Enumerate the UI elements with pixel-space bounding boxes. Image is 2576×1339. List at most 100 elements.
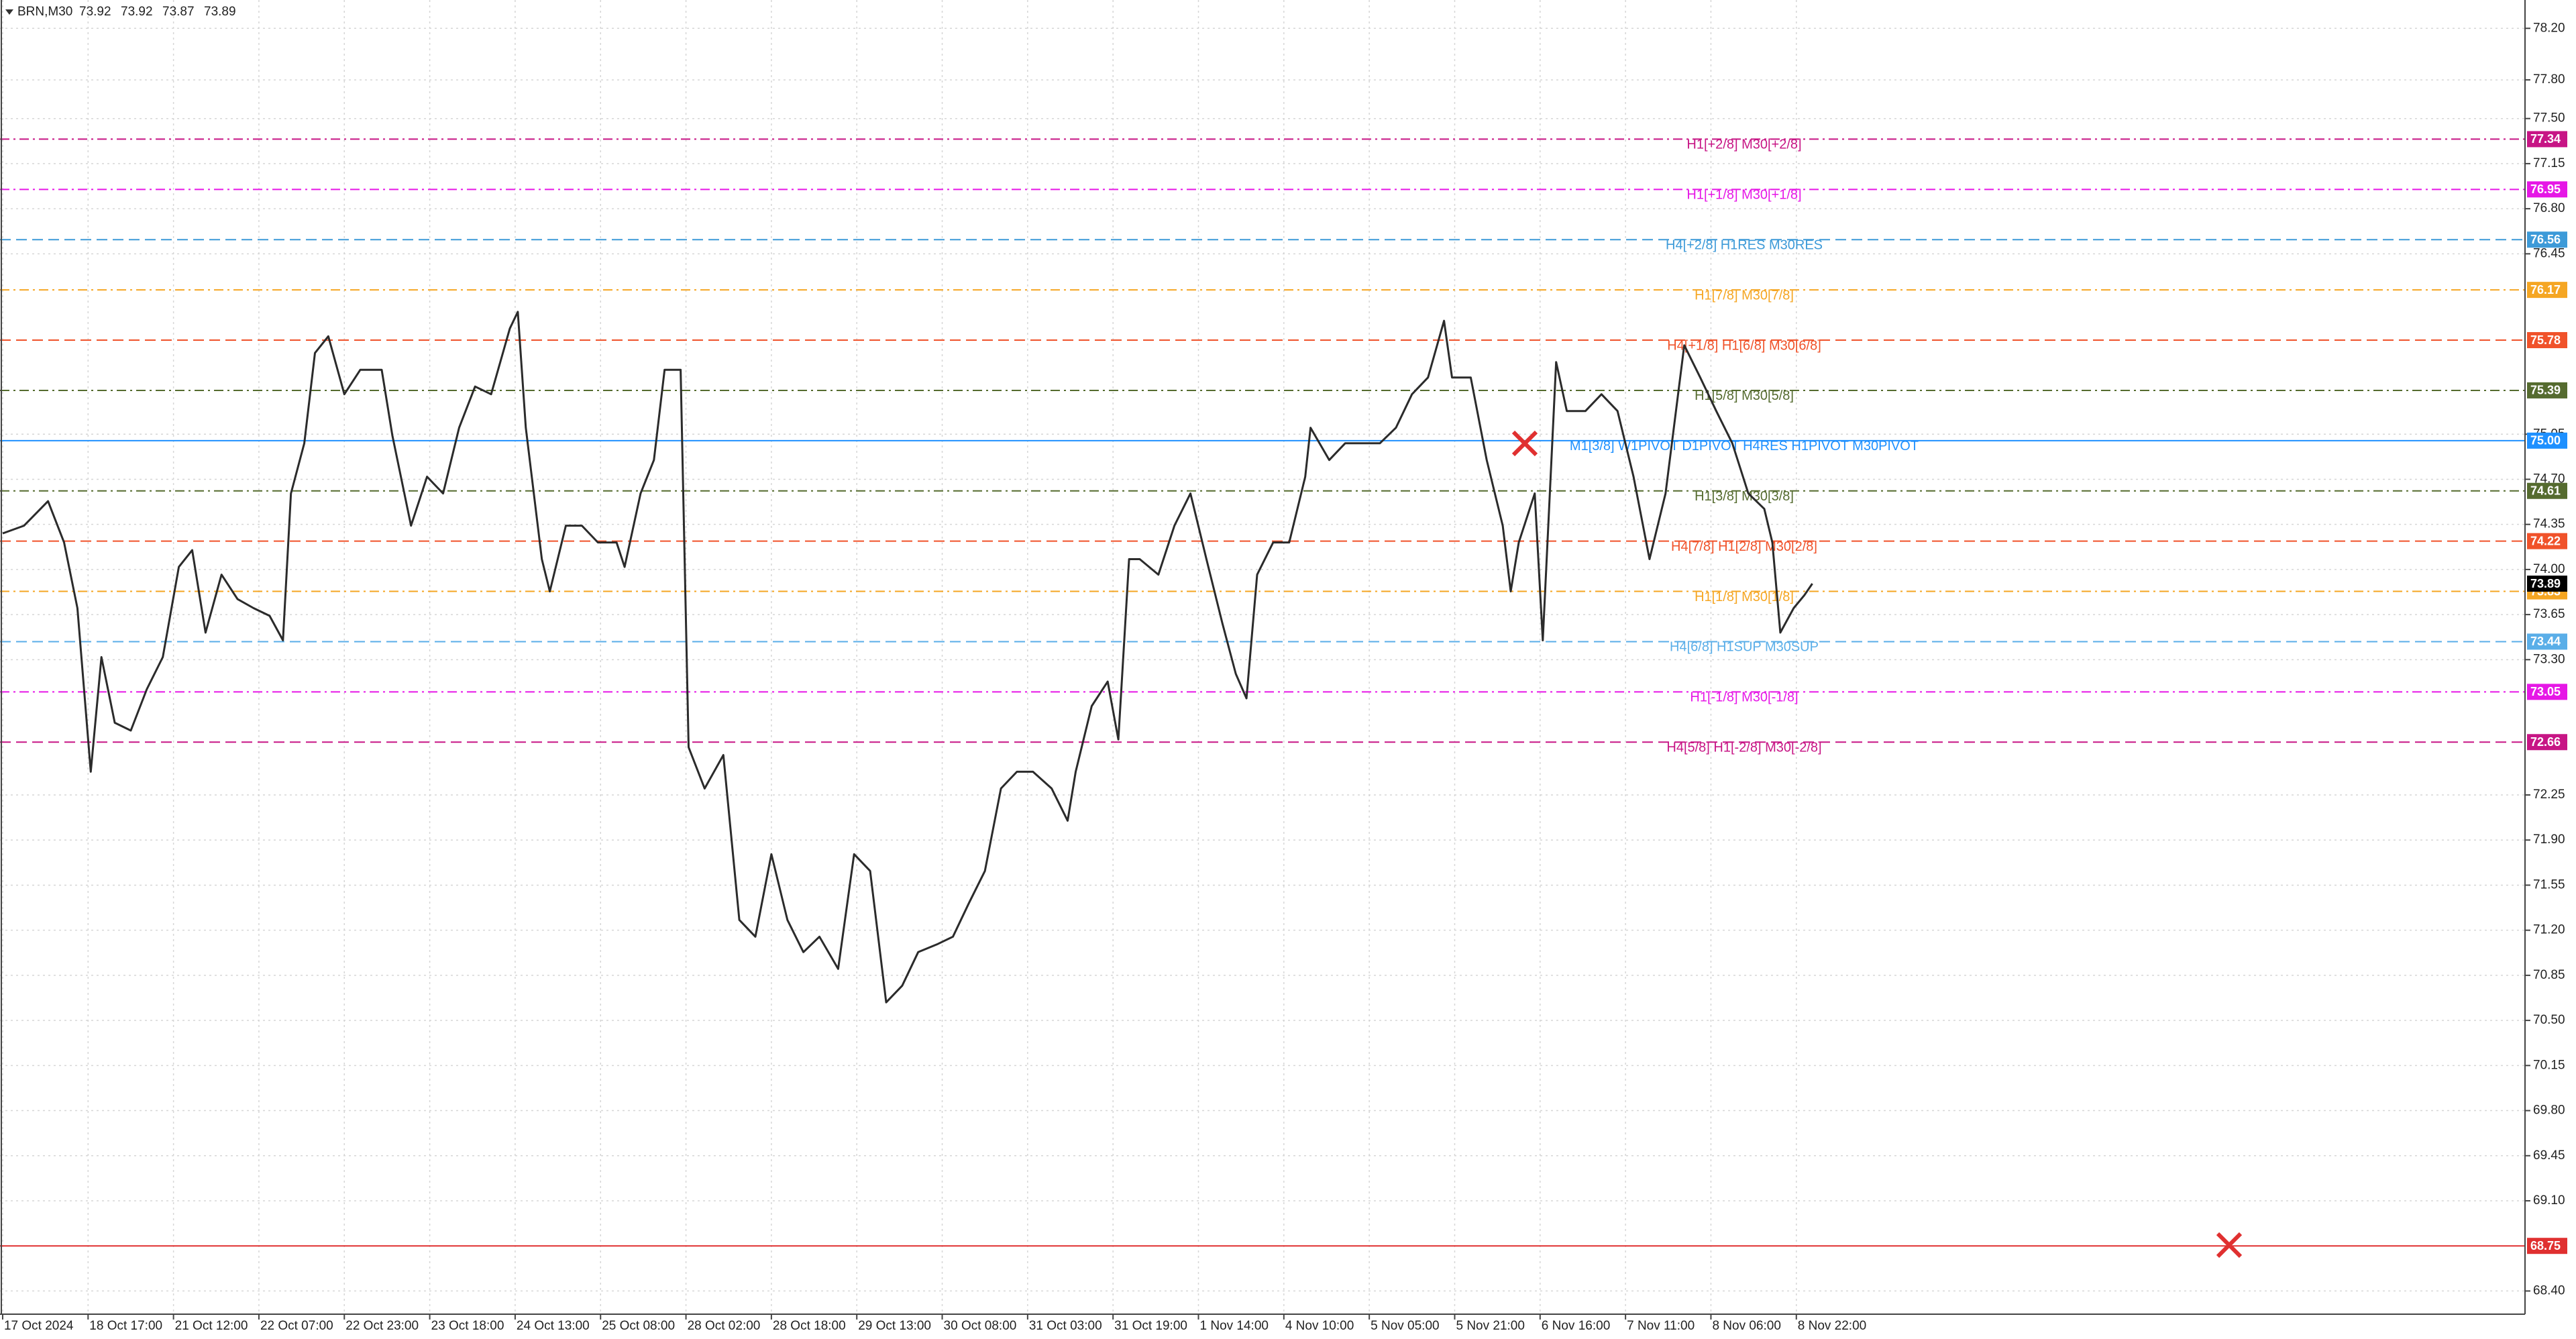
x-tick-label: 8 Nov 22:00 (1798, 1319, 1866, 1333)
x-tick-label: 28 Oct 02:00 (688, 1319, 761, 1333)
level-badge (2527, 131, 2567, 148)
x-tick-label: 5 Nov 05:00 (1371, 1319, 1439, 1333)
level-badge (2527, 633, 2567, 650)
y-tick-label: 71.20 (2533, 923, 2565, 937)
cross-marker (1511, 430, 1538, 457)
level-label: M1[3/8] W1PIVOT D1PIVOT H4RES H1PIVOT M3… (1570, 439, 1919, 453)
level-badge-label: 68.75 (2530, 1239, 2561, 1252)
level-label: H4[+1/8] H1[6/8] M30[6/8] (1667, 338, 1821, 353)
level-badge-label: 76.17 (2530, 283, 2561, 297)
price (2, 311, 1813, 1004)
level-badge-label: 76.95 (2530, 182, 2561, 196)
x-tick-label: 6 Nov 16:00 (1542, 1319, 1610, 1333)
level-badge-label: 74.22 (2530, 534, 2561, 547)
quote-close: 73.89 (204, 5, 236, 19)
x-tick-label: 5 Nov 21:00 (1456, 1319, 1524, 1333)
y-tick-label: 71.55 (2533, 877, 2565, 892)
y-tick-label: 73.30 (2533, 652, 2565, 666)
header-arrow (5, 9, 13, 15)
x-tick-label: 1 Nov 14:00 (1200, 1319, 1269, 1333)
level-badge (2527, 533, 2567, 549)
x-tick-label: 29 Oct 13:00 (858, 1319, 931, 1333)
level-badge-label: 75.39 (2530, 384, 2561, 397)
level-badge (2527, 734, 2567, 751)
level-badge-label: 73.44 (2530, 635, 2561, 648)
y-tick-label: 78.20 (2533, 21, 2565, 35)
y-tick-label: 69.80 (2533, 1104, 2565, 1118)
level-badge (2527, 432, 2567, 449)
y-tick-label: 77.50 (2533, 111, 2565, 125)
x-tick-label: 18 Oct 17:00 (89, 1319, 162, 1333)
level-label: H1[5/8] M30[5/8] (1695, 388, 1794, 403)
price-badge (2527, 576, 2567, 592)
level-badge (2527, 231, 2567, 248)
level-badge-label: 73.05 (2530, 685, 2561, 698)
level-badge (2527, 181, 2567, 198)
levels: H1[+2/8] M30[+2/8] H1[+1/8] M30[+1/8] H4[+… (0, 138, 2525, 1247)
price-badge-label: 73.89 (2530, 577, 2561, 590)
quote-low: 73.87 (162, 5, 195, 19)
y-tick-label: 70.50 (2533, 1013, 2565, 1027)
level-label: H1[7/8] M30[7/8] (1695, 288, 1794, 303)
cross-marker (2216, 1232, 2243, 1258)
x-tick-label: 22 Oct 07:00 (260, 1319, 333, 1333)
x-tick-label: 28 Oct 18:00 (773, 1319, 846, 1333)
level-label: H1[1/8] M30[1/8] (1695, 590, 1794, 604)
level-label: H1[+2/8] M30[+2/8] (1686, 138, 1801, 152)
x-tick-label: 31 Oct 19:00 (1114, 1319, 1187, 1333)
axes: 78.2077.8077.5077.1576.8076.4575.0574.70… (1, 21, 2567, 1333)
y-tick-label: 68.40 (2533, 1283, 2565, 1297)
level-badge (2527, 282, 2567, 299)
x-tick-label: 22 Oct 23:00 (345, 1319, 419, 1333)
x-tick-label: 23 Oct 18:00 (431, 1319, 504, 1333)
x-tick-label: 25 Oct 08:00 (602, 1319, 675, 1333)
y-tick-label: 74.70 (2533, 472, 2565, 486)
level-label: H4[+2/8] H1RES M30RES (1666, 238, 1823, 253)
y-tick-label: 69.10 (2533, 1193, 2565, 1208)
x-tick-label: 31 Oct 03:00 (1029, 1319, 1102, 1333)
y-tick-label: 70.85 (2533, 968, 2565, 982)
level-label: H4[7/8] H1[2/8] M30[2/8] (1671, 539, 1817, 554)
level-label: H4[5/8] H1[-2/8] M30[-2/8] (1666, 741, 1821, 755)
symbol: BRN,M30 (17, 5, 72, 19)
x-tick-label: 7 Nov 11:00 (1627, 1319, 1695, 1333)
x-tick-label: 21 Oct 12:00 (175, 1319, 248, 1333)
x-tick-label: 24 Oct 13:00 (517, 1319, 590, 1333)
y-tick-label: 71.90 (2533, 833, 2565, 847)
grid (0, 0, 2525, 1314)
level-badge (2527, 382, 2567, 398)
level-label: H1[-1/8] M30[-1/8] (1690, 690, 1798, 705)
level-label: H1[3/8] M30[3/8] (1695, 489, 1794, 504)
quote-open: 73.92 (79, 5, 111, 19)
price-line (2, 311, 1813, 1004)
y-tick-label: 74.35 (2533, 517, 2565, 531)
quote-high: 73.92 (121, 5, 153, 19)
y-tick-label: 77.80 (2533, 72, 2565, 87)
x-tick-label: 4 Nov 10:00 (1285, 1319, 1354, 1333)
level-label: H4[6/8] H1SUP M30SUP (1670, 640, 1819, 655)
level-badge-label: 72.66 (2530, 735, 2561, 749)
level-badge (2527, 1238, 2567, 1254)
y-tick-label: 76.45 (2533, 246, 2565, 260)
x-tick-label: 8 Nov 06:00 (1712, 1319, 1780, 1333)
level-badge-label: 76.56 (2530, 233, 2561, 246)
level-badge (2527, 332, 2567, 349)
y-tick-label: 76.80 (2533, 201, 2565, 215)
level-badge (2527, 482, 2567, 499)
x-tick-label: 17 Oct 2024 (4, 1319, 74, 1333)
header: BRN,M30 73.92 73.92 73.87 73.89 (5, 5, 236, 19)
level-badge-label: 75.78 (2530, 333, 2561, 347)
y-tick-label: 69.45 (2533, 1148, 2565, 1163)
level-label: H1[+1/8] M30[+1/8] (1686, 188, 1801, 203)
y-tick-label: 73.65 (2533, 607, 2565, 621)
level-badge-label: 77.34 (2530, 132, 2561, 146)
y-tick-label: 72.25 (2533, 788, 2565, 802)
level-badge (2527, 684, 2567, 700)
y-tick-label: 74.00 (2533, 562, 2565, 576)
y-tick-label: 77.15 (2533, 156, 2565, 170)
x-tick-label: 30 Oct 08:00 (944, 1319, 1017, 1333)
level-badge-label: 75.00 (2530, 434, 2561, 447)
